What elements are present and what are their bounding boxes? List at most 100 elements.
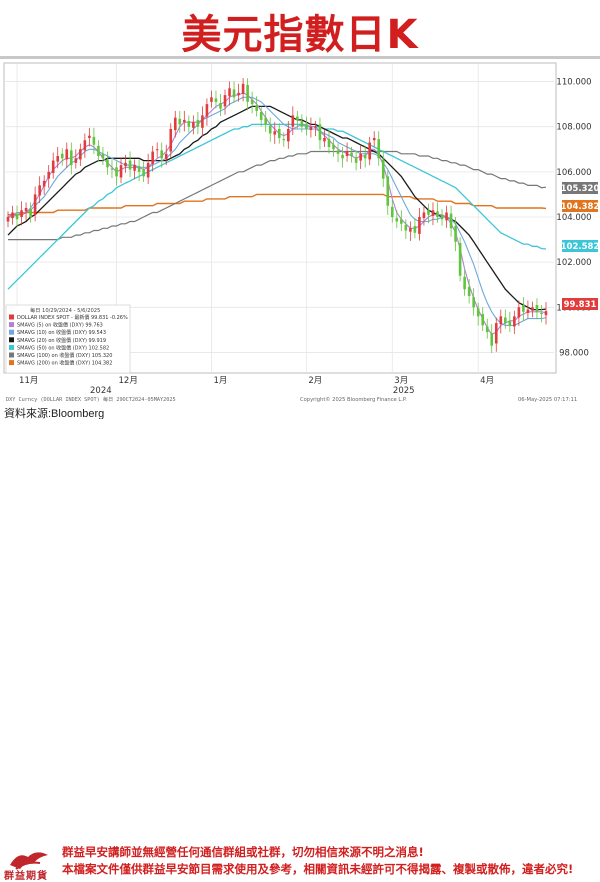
chart-footer-source: DXY Curncy (DOLLAR INDEX SPOT) 每日 29OCT2… bbox=[6, 395, 176, 403]
candle-body bbox=[47, 171, 50, 179]
candle-body bbox=[164, 153, 168, 160]
candle-body bbox=[309, 126, 313, 131]
last-value-badge bbox=[562, 182, 598, 194]
candle-body bbox=[526, 309, 530, 313]
candle-body bbox=[142, 169, 145, 177]
candle-body bbox=[6, 217, 10, 222]
candle-body bbox=[60, 153, 64, 159]
candle-body bbox=[413, 226, 417, 233]
candle-body bbox=[92, 136, 96, 145]
candle-body bbox=[494, 323, 498, 344]
legend-entry: DOLLAR INDEX SPOT - 最新價 99.831 -0.26% bbox=[17, 314, 128, 321]
candle-body bbox=[264, 117, 267, 125]
candle-body bbox=[201, 115, 204, 128]
title-divider bbox=[0, 56, 600, 59]
candle-body bbox=[273, 131, 277, 135]
legend-entry: SMAVG (100) on 收盤價 (DXY) 105.320 bbox=[17, 352, 112, 359]
last-value-badge bbox=[562, 240, 598, 252]
y-tick-label: 104.000 bbox=[556, 213, 591, 223]
candle-body bbox=[65, 149, 69, 160]
candle-body bbox=[169, 128, 173, 152]
candle-body bbox=[119, 165, 123, 178]
candle-body bbox=[237, 92, 240, 96]
candle-body bbox=[544, 311, 548, 316]
candle-body bbox=[341, 154, 344, 159]
candle-body bbox=[106, 159, 109, 168]
candle-body bbox=[481, 314, 485, 326]
candle-body bbox=[305, 124, 308, 129]
candle-body bbox=[345, 151, 349, 157]
candle-body bbox=[390, 206, 394, 217]
candle-body bbox=[454, 226, 457, 242]
legend-box bbox=[5, 304, 131, 374]
last-value-label: 102.582 bbox=[561, 242, 600, 252]
candle-body bbox=[472, 297, 475, 308]
candle-body bbox=[33, 194, 37, 215]
last-value-label: 99.831 bbox=[564, 300, 597, 310]
candle-body bbox=[300, 121, 304, 127]
candle-body bbox=[259, 112, 263, 120]
candle-body bbox=[318, 124, 322, 141]
sma20-line bbox=[7, 105, 547, 311]
candle-body bbox=[463, 276, 466, 290]
candle-body bbox=[160, 150, 164, 159]
candle-body bbox=[485, 326, 489, 333]
candle-body bbox=[20, 210, 23, 217]
candle-body bbox=[363, 154, 367, 159]
candle-body bbox=[101, 153, 105, 159]
y-tick-label: 98.000 bbox=[559, 348, 589, 358]
candle-body bbox=[422, 212, 426, 219]
legend-swatch bbox=[9, 314, 14, 320]
candle-body bbox=[377, 139, 381, 159]
y-tick-label: 108.000 bbox=[556, 123, 591, 133]
candle-body bbox=[15, 213, 19, 220]
candle-body bbox=[88, 135, 91, 138]
legend-swatch bbox=[9, 329, 14, 335]
candle-body bbox=[24, 207, 28, 212]
legend-header: 每日 10/29/2024 - 5/6/2025 bbox=[30, 306, 100, 314]
candle-body bbox=[476, 308, 480, 317]
candle-body bbox=[38, 185, 41, 196]
candle-body bbox=[255, 105, 258, 111]
candle-body bbox=[449, 213, 453, 229]
candle-body bbox=[350, 152, 353, 157]
candle-body bbox=[228, 88, 231, 97]
candle-body bbox=[467, 286, 471, 297]
x-tick-label: 1月 bbox=[213, 376, 227, 386]
candle-body bbox=[115, 167, 118, 177]
candle-body bbox=[214, 98, 218, 102]
candle-body bbox=[332, 144, 335, 150]
disclaimer-line-1: 群益早安講師並無經營任何通信群組或社群，切勿相信來源不明之消息! bbox=[62, 845, 424, 859]
candle-body bbox=[42, 180, 46, 187]
candle-body bbox=[246, 84, 249, 102]
x-tick-label: 12月 bbox=[119, 376, 138, 386]
candle-body bbox=[395, 218, 399, 222]
sma50-line bbox=[7, 123, 547, 290]
candle-body bbox=[282, 139, 286, 141]
y-tick-label: 106.000 bbox=[556, 168, 591, 178]
candle-body bbox=[440, 214, 444, 220]
candle-body bbox=[431, 210, 435, 216]
candle-body bbox=[205, 104, 209, 117]
x-tick-label: 2月 bbox=[308, 376, 322, 386]
candle-body bbox=[381, 159, 385, 179]
candle-body bbox=[540, 312, 543, 315]
candle-body bbox=[79, 149, 82, 160]
candle-body bbox=[124, 162, 127, 167]
candle-body bbox=[192, 122, 195, 128]
candle-body bbox=[517, 307, 521, 318]
legend-swatch bbox=[9, 360, 14, 366]
x-tick-label: 11月 bbox=[19, 376, 38, 386]
source-label: 資料來源:Bloomberg bbox=[4, 408, 105, 420]
x-tick-label: 4月 bbox=[480, 376, 494, 386]
candle-body bbox=[178, 118, 182, 125]
last-value-badge bbox=[562, 200, 598, 212]
candle-body bbox=[187, 121, 191, 127]
candle-body bbox=[74, 158, 78, 163]
candle-body bbox=[128, 160, 132, 170]
legend-entry: SMAVG (10) on 收盤價 (DXY) 99.543 bbox=[17, 329, 106, 336]
candle-body bbox=[29, 209, 32, 217]
candle-body bbox=[11, 212, 14, 219]
chart-footer-timestamp: 06-May-2025 07:17:11 bbox=[518, 397, 577, 403]
candle-body bbox=[196, 119, 200, 127]
